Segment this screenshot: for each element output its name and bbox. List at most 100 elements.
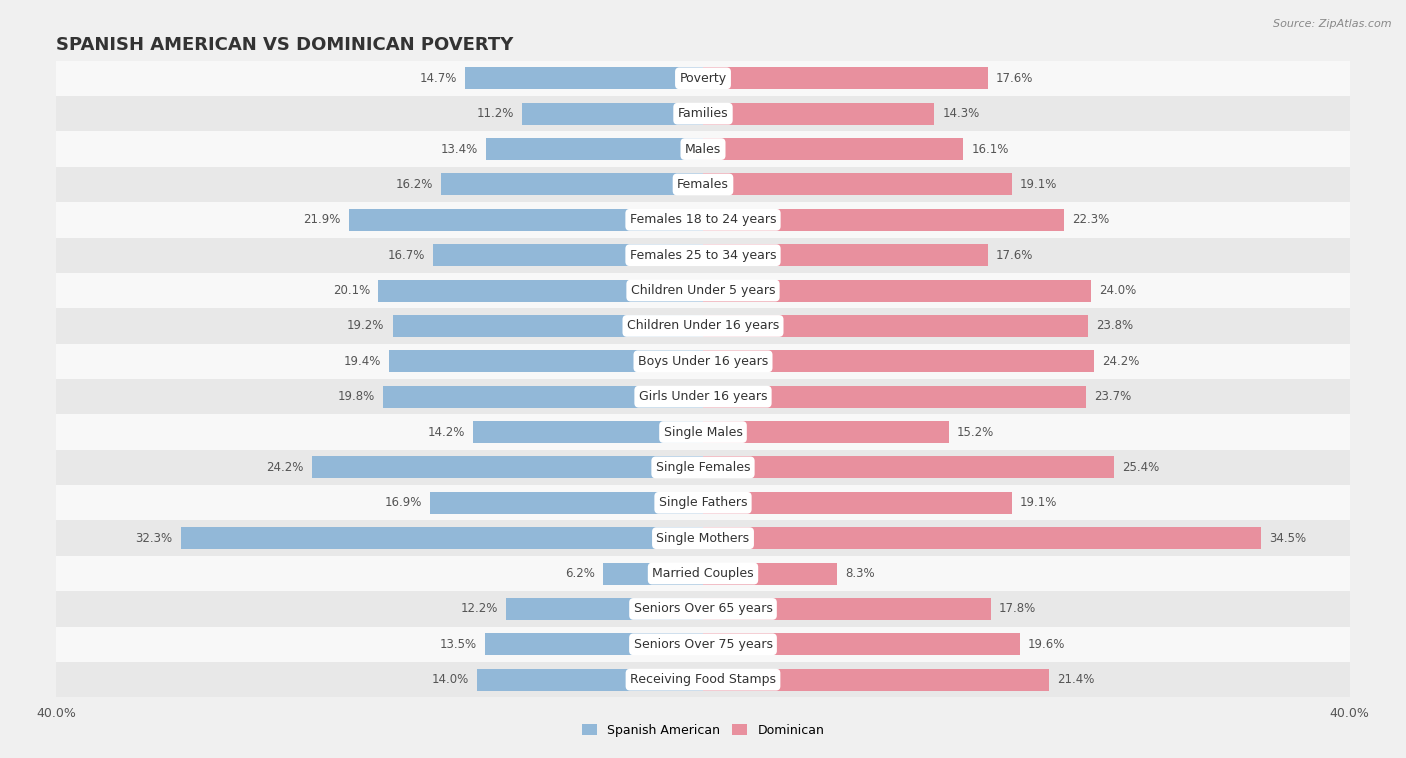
Text: Girls Under 16 years: Girls Under 16 years — [638, 390, 768, 403]
Bar — [703, 209, 1063, 230]
Text: 24.0%: 24.0% — [1099, 284, 1136, 297]
Bar — [430, 492, 703, 514]
Bar — [181, 528, 703, 549]
Bar — [703, 386, 1087, 408]
Bar — [56, 556, 1350, 591]
Text: Males: Males — [685, 143, 721, 155]
Bar — [703, 244, 987, 266]
Text: 21.9%: 21.9% — [304, 213, 340, 227]
Text: Females 18 to 24 years: Females 18 to 24 years — [630, 213, 776, 227]
Bar — [703, 598, 991, 620]
Text: 12.2%: 12.2% — [460, 603, 498, 615]
Text: 14.2%: 14.2% — [427, 425, 465, 439]
Text: 11.2%: 11.2% — [477, 107, 513, 121]
Text: Receiving Food Stamps: Receiving Food Stamps — [630, 673, 776, 686]
Text: Single Females: Single Females — [655, 461, 751, 474]
Bar — [703, 528, 1261, 549]
Text: 16.9%: 16.9% — [384, 496, 422, 509]
Bar — [389, 350, 703, 372]
Bar — [477, 669, 703, 691]
Text: 19.2%: 19.2% — [347, 319, 384, 333]
Text: Children Under 16 years: Children Under 16 years — [627, 319, 779, 333]
Bar — [56, 627, 1350, 662]
Text: 25.4%: 25.4% — [1122, 461, 1159, 474]
Bar — [703, 103, 934, 124]
Bar — [378, 280, 703, 302]
Text: 17.6%: 17.6% — [995, 249, 1033, 262]
Text: 19.1%: 19.1% — [1019, 496, 1057, 509]
Text: Married Couples: Married Couples — [652, 567, 754, 580]
Bar — [56, 237, 1350, 273]
Bar — [486, 138, 703, 160]
Bar — [433, 244, 703, 266]
Bar — [703, 634, 1019, 655]
Text: 16.2%: 16.2% — [395, 178, 433, 191]
Text: 15.2%: 15.2% — [957, 425, 994, 439]
Text: 22.3%: 22.3% — [1071, 213, 1109, 227]
Bar — [703, 315, 1088, 337]
Text: 20.1%: 20.1% — [333, 284, 370, 297]
Bar — [56, 662, 1350, 697]
Text: Boys Under 16 years: Boys Under 16 years — [638, 355, 768, 368]
Bar — [703, 67, 987, 89]
Bar — [603, 562, 703, 584]
Text: Single Males: Single Males — [664, 425, 742, 439]
Bar — [56, 131, 1350, 167]
Bar — [56, 343, 1350, 379]
Text: 34.5%: 34.5% — [1268, 531, 1306, 545]
Bar — [703, 174, 1012, 196]
Text: Poverty: Poverty — [679, 72, 727, 85]
Text: 16.1%: 16.1% — [972, 143, 1008, 155]
Text: Females: Females — [678, 178, 728, 191]
Bar — [56, 485, 1350, 521]
Bar — [56, 415, 1350, 449]
Bar — [703, 350, 1094, 372]
Bar — [349, 209, 703, 230]
Bar — [56, 449, 1350, 485]
Bar — [56, 273, 1350, 309]
Bar — [703, 669, 1049, 691]
Text: 13.5%: 13.5% — [440, 637, 477, 651]
Text: Single Mothers: Single Mothers — [657, 531, 749, 545]
Text: 13.4%: 13.4% — [441, 143, 478, 155]
Text: Families: Families — [678, 107, 728, 121]
Bar — [703, 421, 949, 443]
Bar — [441, 174, 703, 196]
Bar — [703, 492, 1012, 514]
Text: 24.2%: 24.2% — [266, 461, 304, 474]
Bar — [703, 456, 1114, 478]
Bar — [465, 67, 703, 89]
Bar — [56, 591, 1350, 627]
Text: Source: ZipAtlas.com: Source: ZipAtlas.com — [1274, 19, 1392, 29]
Bar — [56, 379, 1350, 415]
Text: 19.4%: 19.4% — [344, 355, 381, 368]
Bar — [474, 421, 703, 443]
Text: 14.7%: 14.7% — [420, 72, 457, 85]
Bar — [56, 96, 1350, 131]
Bar — [703, 280, 1091, 302]
Bar — [382, 386, 703, 408]
Bar — [56, 61, 1350, 96]
Bar — [392, 315, 703, 337]
Bar — [56, 309, 1350, 343]
Bar — [506, 598, 703, 620]
Text: 6.2%: 6.2% — [565, 567, 595, 580]
Text: 14.3%: 14.3% — [942, 107, 980, 121]
Bar — [56, 521, 1350, 556]
Bar — [56, 167, 1350, 202]
Bar — [703, 562, 837, 584]
Text: SPANISH AMERICAN VS DOMINICAN POVERTY: SPANISH AMERICAN VS DOMINICAN POVERTY — [56, 36, 513, 54]
Bar — [56, 202, 1350, 237]
Text: 23.7%: 23.7% — [1094, 390, 1132, 403]
Text: Seniors Over 65 years: Seniors Over 65 years — [634, 603, 772, 615]
Bar — [703, 138, 963, 160]
Text: 17.8%: 17.8% — [998, 603, 1036, 615]
Text: Children Under 5 years: Children Under 5 years — [631, 284, 775, 297]
Text: Single Fathers: Single Fathers — [659, 496, 747, 509]
Bar — [485, 634, 703, 655]
Text: 14.0%: 14.0% — [432, 673, 468, 686]
Text: 8.3%: 8.3% — [845, 567, 875, 580]
Text: 24.2%: 24.2% — [1102, 355, 1140, 368]
Text: 21.4%: 21.4% — [1057, 673, 1094, 686]
Text: Females 25 to 34 years: Females 25 to 34 years — [630, 249, 776, 262]
